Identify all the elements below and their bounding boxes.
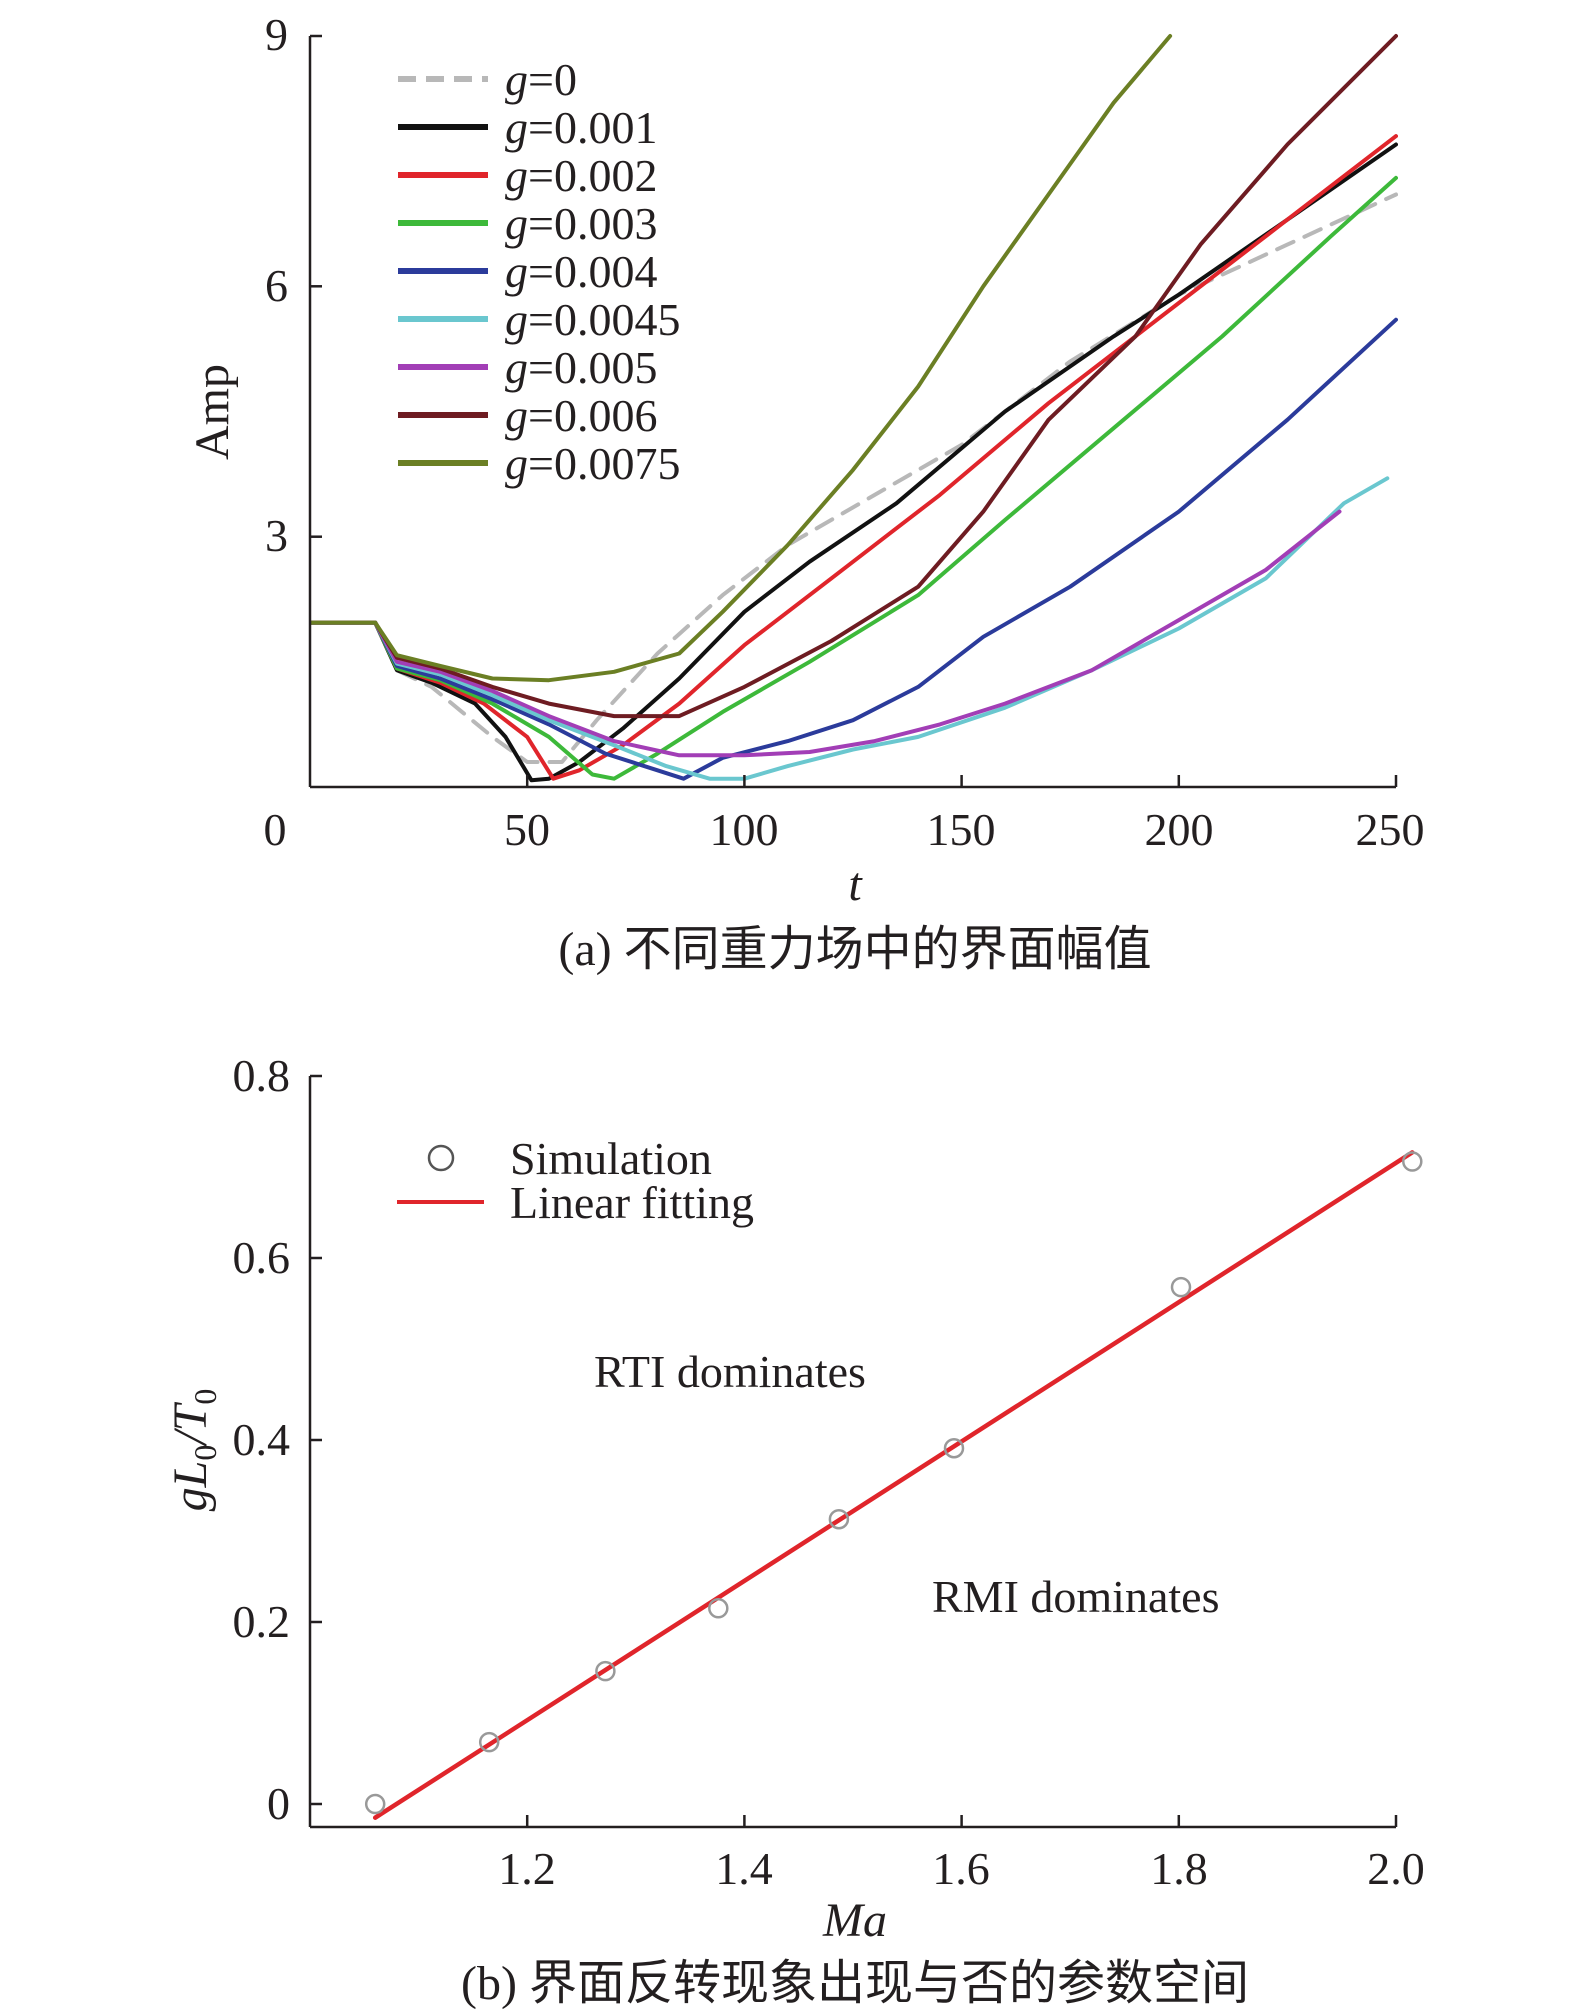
legend-label-g-0-002: g=0.002 [505, 150, 657, 201]
panel-b-xtick-label: 1.2 [498, 1843, 556, 1894]
legend-label-g-0-0075: g=0.0075 [505, 438, 680, 489]
panel-a-y-axis-label: Amp [186, 364, 239, 460]
simulation-point [595, 1660, 616, 1682]
panel-a-xtick-label: 100 [710, 804, 779, 855]
simulation-point [828, 1508, 850, 1530]
legend-simulation-marker [427, 1144, 455, 1172]
annotation-rti-dominates: RTI dominates [594, 1346, 866, 1397]
legend-label-g: g [505, 54, 528, 105]
legend-label-value: =0.001 [528, 102, 657, 153]
panel-a-xtick-label: 200 [1145, 804, 1214, 855]
linear-fitting-line [372, 1150, 1415, 1820]
legend-label-g-0-005: g=0.005 [505, 342, 657, 393]
panel-a-xtick-label: 150 [927, 804, 996, 855]
legend-simulation-label: Simulation [510, 1133, 712, 1184]
legend-label-g-0-001: g=0.001 [505, 102, 657, 153]
panel-b-x-axis-label: Ma [822, 1894, 887, 1947]
annotation-rmi-dominates: RMI dominates [932, 1571, 1219, 1622]
panel-a-x-axis-label: t [848, 858, 863, 911]
simulation-point [478, 1731, 500, 1753]
panel-b-ytick-label: 0.2 [233, 1596, 291, 1647]
legend-label-g: g [505, 390, 528, 441]
panel-a-xtick-label: 50 [504, 804, 550, 855]
simulation-point [364, 1793, 386, 1815]
legend-label-g: g [505, 102, 528, 153]
panel-b-y-label-slash: /T [164, 1401, 217, 1447]
legend-label-value: =0.003 [528, 198, 657, 249]
legend-label-g: g [505, 246, 528, 297]
panel-b-ytick-label: 0.8 [233, 1050, 291, 1101]
simulation-point [1402, 1151, 1423, 1172]
panel-b-ytick-label: 0 [267, 1778, 290, 1829]
legend-label-value: =0.0075 [528, 438, 680, 489]
panel-a-ytick-label: 9 [265, 9, 288, 60]
panel-b-parameter-space-chart: 0.8 0.6 0.4 0.2 0 1.2 1.4 1.6 1.8 2.0 Ma… [164, 1050, 1425, 2010]
legend-label-g: g [505, 198, 528, 249]
panel-b-marks [364, 1150, 1423, 1820]
legend-label-value: =0.006 [528, 390, 657, 441]
panel-b-legend: Simulation Linear fitting [397, 1133, 754, 1228]
panel-b-ytick-label: 0.4 [233, 1414, 291, 1465]
simulation-point [943, 1437, 965, 1459]
panel-b-xtick-label: 2.0 [1367, 1843, 1425, 1894]
legend-label-value: =0.002 [528, 150, 657, 201]
legend-label-g-0-003: g=0.003 [505, 198, 657, 249]
legend-label-g: g [505, 342, 528, 393]
panel-a-caption: (a) 不同重力场中的界面幅值 [558, 923, 1151, 976]
series-line-g-0-006 [310, 34, 1398, 719]
panel-b-y-label-sub2: 0 [187, 1389, 223, 1405]
panel-b-y-axis-label: gL0/T0 [164, 1389, 223, 1512]
panel-b-ytick-label: 0.6 [233, 1232, 291, 1283]
panel-a-legend: g=0g=0.001g=0.002g=0.003g=0.004g=0.0045g… [398, 54, 680, 489]
series-line-g-0-004 [310, 317, 1398, 781]
legend-label-value: =0.0045 [528, 294, 680, 345]
legend-label-value: =0.005 [528, 342, 657, 393]
legend-label-g-0: g=0 [505, 54, 577, 105]
panel-b-y-label-main: gL [164, 1461, 217, 1512]
panel-b-xtick-label: 1.8 [1150, 1843, 1208, 1894]
panel-a-series-group [310, 34, 1398, 783]
legend-label-g: g [505, 294, 528, 345]
legend-linear-fitting-label: Linear fitting [510, 1177, 754, 1228]
series-line-g-0-0075 [310, 34, 1173, 683]
panel-b-caption: (b) 界面反转现象出现与否的参数空间 [461, 1957, 1249, 2010]
series-line-g-0-001 [310, 142, 1398, 783]
legend-label-g: g [505, 150, 528, 201]
series-line-g-0 [310, 192, 1398, 764]
legend-label-value: =0.004 [528, 246, 657, 297]
legend-label-g-0-0045: g=0.0045 [505, 294, 680, 345]
panel-a-axes [308, 34, 1398, 789]
panel-a-xtick-label: 0 [264, 804, 287, 855]
series-line-g-0-005 [310, 509, 1342, 758]
legend-label-g: g [505, 438, 528, 489]
legend-label-g-0-004: g=0.004 [505, 246, 657, 297]
panel-b-y-label-sub1: 0 [187, 1445, 223, 1461]
panel-b-axes [308, 1074, 1398, 1829]
legend-label-g-0-006: g=0.006 [505, 390, 657, 441]
simulation-point [708, 1598, 729, 1619]
panel-a-amplitude-chart: 9 6 3 0 50 100 150 200 250 t Amp g=0g=0.… [186, 9, 1425, 976]
panel-a-ytick-label: 6 [265, 260, 288, 311]
panel-b-xtick-label: 1.4 [715, 1843, 773, 1894]
panel-a-ytick-label: 3 [265, 510, 288, 561]
simulation-point [1170, 1276, 1192, 1298]
legend-label-value: =0 [528, 54, 577, 105]
panel-b-xtick-label: 1.6 [932, 1843, 990, 1894]
panel-a-xtick-label: 250 [1356, 804, 1425, 855]
